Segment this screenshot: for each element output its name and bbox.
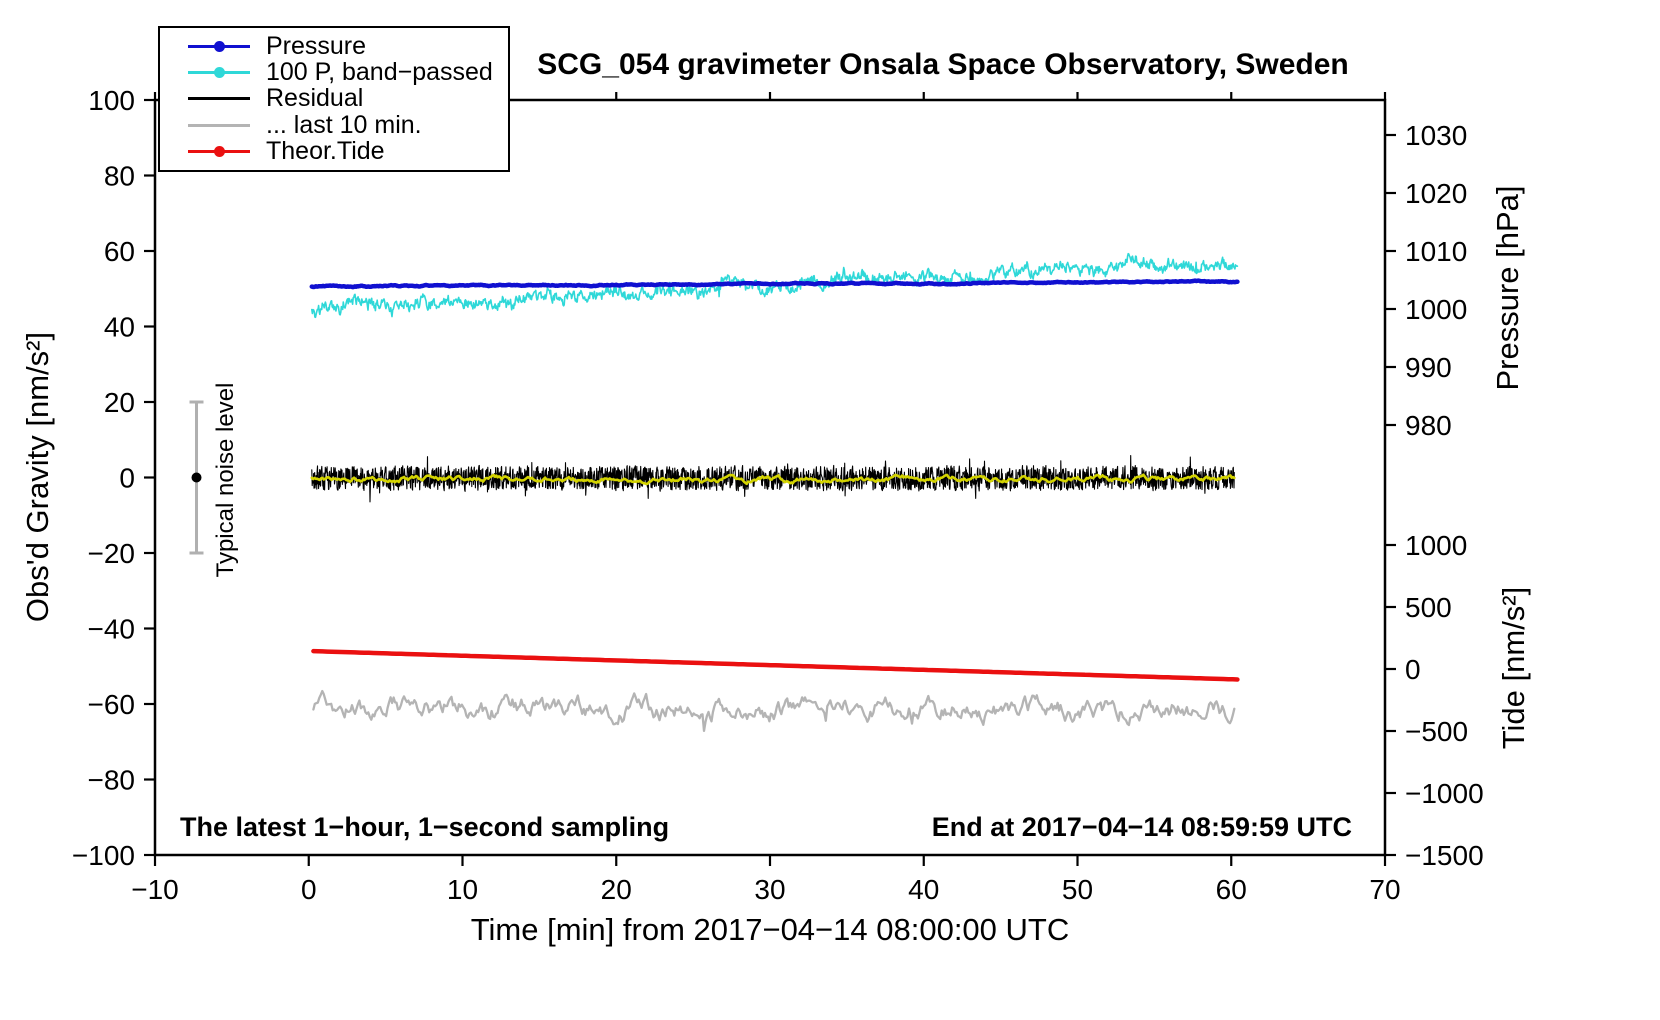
- x-tick-label: 30: [754, 874, 785, 905]
- legend-label: 100 P, band−passed: [266, 58, 493, 87]
- series-theortide: [311, 648, 1240, 682]
- x-tick-label: 40: [908, 874, 939, 905]
- x-axis-label: Time [min] from 2017−04−14 08:00:00 UTC: [470, 912, 1070, 947]
- y-tick-label: −40: [88, 614, 136, 645]
- y-tick-label: 0: [119, 463, 135, 494]
- y-tick-label: −100: [72, 840, 135, 871]
- tide-tick-label: −1500: [1405, 840, 1484, 871]
- residual-line-symbol: [188, 86, 250, 112]
- noise-dot: [191, 472, 202, 483]
- pressure-tick-label: 990: [1405, 352, 1452, 383]
- y-tick-label: 60: [104, 236, 135, 267]
- x-tick-label: 20: [601, 874, 632, 905]
- y-tick-label: 20: [104, 387, 135, 418]
- pressure-line-symbol: [188, 33, 250, 59]
- end-time-note: End at 2017−04−14 08:59:59 UTC: [931, 812, 1352, 842]
- legend-item-last10min: ... last 10 min.: [188, 110, 508, 139]
- tide-tick-label: 1000: [1405, 530, 1467, 561]
- sampling-note: The latest 1−hour, 1−second sampling: [180, 812, 670, 842]
- pressure-tick-label: 980: [1405, 410, 1452, 441]
- y-axis-label-pressure: Pressure [hPa]: [1490, 185, 1525, 391]
- legend-label: Pressure: [266, 31, 367, 60]
- legend-item-theortide: Theor.Tide: [188, 137, 508, 166]
- legend-label: Theor.Tide: [266, 137, 385, 166]
- x-tick-label: 70: [1369, 874, 1400, 905]
- x-tick-label: 50: [1062, 874, 1093, 905]
- tide-tick-label: −500: [1405, 716, 1468, 747]
- series-last10min: [312, 689, 1236, 733]
- noise-level-label: Typical noise level: [212, 382, 239, 578]
- y-tick-label: 100: [88, 85, 135, 116]
- pressure-tick-label: 1020: [1405, 178, 1467, 209]
- y-tick-label: −60: [88, 689, 136, 720]
- bandpassed-line-symbol: [188, 60, 250, 86]
- y-tick-label: 80: [104, 161, 135, 192]
- last10min-line-symbol: [188, 112, 250, 138]
- tide-tick-label: 500: [1405, 592, 1452, 623]
- tide-tick-label: 0: [1405, 654, 1421, 685]
- x-tick-label: 60: [1216, 874, 1247, 905]
- plot-frame: [153, 98, 1387, 857]
- tide-tick-label: −1000: [1405, 778, 1484, 809]
- x-tick-label: 10: [447, 874, 478, 905]
- y-tick-label: 40: [104, 312, 135, 343]
- y-axis-label-tide: Tide [nm/s²]: [1496, 586, 1531, 750]
- legend-label: Residual: [266, 84, 364, 113]
- series-pressure: [309, 278, 1240, 290]
- pressure-tick-label: 1000: [1405, 294, 1467, 325]
- pressure-tick-label: 1010: [1405, 236, 1467, 267]
- series-residual-smooth: [310, 473, 1236, 486]
- legend-item-pressure: Pressure: [188, 31, 508, 60]
- y-tick-label: −80: [88, 765, 136, 796]
- x-tick-label: 0: [301, 874, 317, 905]
- legend-item-bandpassed: 100 P, band−passed: [188, 58, 508, 87]
- x-tick-label: −10: [131, 874, 179, 905]
- theortide-line-symbol: [188, 139, 250, 165]
- legend: Pressure 100 P, band−passed Residual ...…: [158, 26, 510, 172]
- chart-title: SCG_054 gravimeter Onsala Space Observat…: [537, 48, 1349, 81]
- y-tick-label: −20: [88, 538, 136, 569]
- pressure-tick-label: 1030: [1405, 120, 1467, 151]
- y-axis-label-gravity: Obs'd Gravity [nm/s²]: [20, 331, 55, 623]
- legend-label: ... last 10 min.: [266, 110, 422, 139]
- legend-item-residual: Residual: [188, 84, 508, 113]
